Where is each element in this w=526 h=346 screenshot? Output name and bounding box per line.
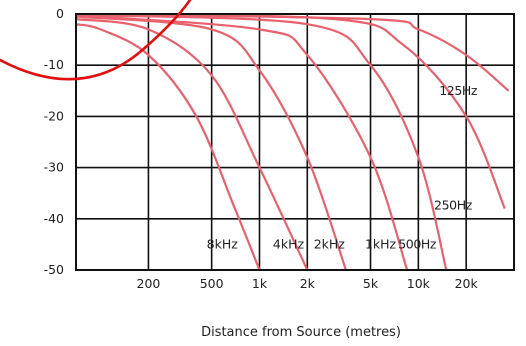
curve-label-1khz: 1kHz (365, 236, 397, 251)
y-tick-labels: 0 -10 -20 -30 -40 -50 (44, 6, 64, 277)
curve-label-125hz: 125Hz (439, 83, 478, 98)
y-tick-label: -40 (44, 211, 64, 226)
x-tick-label: 2k (300, 276, 316, 291)
curve-4khz (76, 18, 309, 270)
y-tick-label: -20 (44, 108, 64, 123)
y-tick-label: -10 (44, 57, 64, 72)
x-axis-label: Distance from Source (metres) (201, 325, 401, 340)
curve-label-8khz: 8kHz (207, 236, 239, 251)
curve-8khz (76, 23, 261, 270)
x-tick-label: 5k (363, 276, 379, 291)
x-tick-label: 200 (137, 276, 161, 291)
curve-label-500hz: 500Hz (398, 236, 437, 251)
curve-2khz (76, 15, 347, 270)
curve-500hz (76, 14, 448, 270)
y-tick-label: 0 (56, 6, 64, 21)
highlight-circle-annotation (0, 0, 192, 81)
y-tick-label: -50 (44, 262, 64, 277)
x-tick-label: 1k (252, 276, 268, 291)
curve-label-250hz: 250Hz (434, 198, 473, 213)
y-tick-label: -30 (44, 160, 64, 175)
curve-1khz (76, 14, 409, 270)
curve-labels: 8kHz 4kHz 2kHz 1kHz 500Hz 250Hz 125Hz (207, 83, 479, 252)
curve-label-2khz: 2kHz (314, 236, 346, 251)
plot-frame (75, 13, 515, 271)
curve-label-4khz: 4kHz (273, 236, 305, 251)
x-tick-labels: 200 500 1k 2k 5k 10k 20k (137, 276, 479, 291)
curve-125hz (76, 14, 510, 92)
x-tick-label: 20k (455, 276, 479, 291)
x-tick-label: 10k (407, 276, 431, 291)
x-tick-label: 500 (200, 276, 224, 291)
plot-background (76, 14, 514, 270)
